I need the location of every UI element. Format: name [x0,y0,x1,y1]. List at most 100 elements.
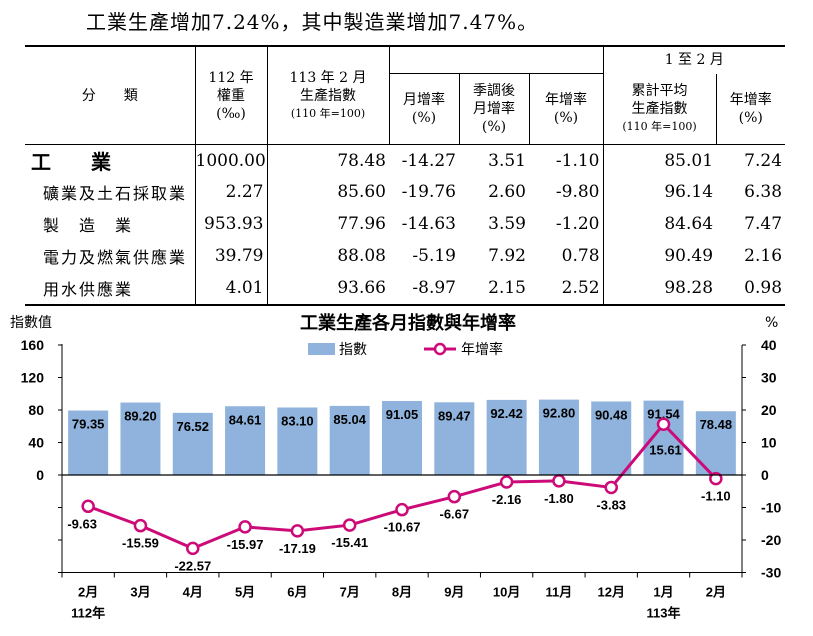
row-sa-mom: 3.51 [488,150,526,171]
right-tick-label: 40 [761,337,777,353]
header-cum-line1: 1 至 2 月 [664,52,724,69]
bar-value-label: 90.48 [595,407,628,422]
yoy-value-label: -15.59 [122,536,159,551]
yoy-point [552,474,566,488]
bar [382,401,422,475]
header-weight: 112 年 權重 (‰) [195,46,268,145]
bar [225,406,266,475]
row-cum-yoy: 6.38 [744,182,783,202]
bar-value-label: 79.35 [72,417,105,432]
x-category-label: 11月 [546,585,573,600]
x-category-label: 8月 [392,585,412,600]
bar [68,410,109,475]
yoy-value-label: -1.10 [701,489,731,504]
right-tick-label: -20 [761,532,781,548]
header-cum-yoy: 年增率 (%) [729,91,772,126]
bar [591,401,632,475]
yoy-value-label: 15.61 [649,442,682,457]
header-feb-index: 113 年 2 月 生產指數 (110 年=100) [267,46,390,145]
row-cum-yoy: 2.16 [744,246,783,266]
bar-value-label: 76.52 [176,419,209,434]
row-mom: -8.97 [412,278,456,298]
table-row: 製 造 業 953.93 77.96 -14.63 3.59 -1.20 84.… [25,208,785,240]
left-tick-label: 40 [28,435,44,451]
yoy-value-label: -2.16 [492,492,522,507]
x-category-label: 2月 [78,585,98,600]
x-category-label: 10月 [493,585,520,600]
x-category-label: 6月 [287,585,307,600]
row-mom: -14.27 [401,150,456,171]
row-cum-index: 96.14 [664,182,714,202]
yoy-point [499,475,514,489]
yoy-point [656,417,671,432]
bar-value-label: 92.42 [490,406,523,421]
row-index: 88.08 [337,246,386,266]
right-tick-label: -10 [761,500,781,516]
table-row: 電力及燃氣供應業 39.79 88.08 -5.19 7.92 0.78 90.… [25,240,785,272]
yoy-point [290,524,305,538]
bar [329,405,370,475]
yoy-value-label: -1.80 [544,491,574,506]
header-category: 分 類 [25,46,196,145]
row-weight: 1000.00 [195,144,268,176]
yoy-point [133,518,148,533]
row-yoy: -1.10 [529,144,604,176]
right-tick-label: 0 [761,467,769,483]
x-category-label: 4月 [183,585,203,600]
yoy-point [395,502,409,517]
row-category: 工 業 [25,144,196,176]
row-index: 93.66 [337,278,386,298]
index-yoy-chart: 工業生產各月指數與年增率 指數值 % 指數 年增率 79.35 89.20 76.5… [10,312,782,621]
bar-value-label: 92.80 [543,406,576,421]
row-cum-index: 85.01 [664,150,714,171]
bar-value-label: 91.54 [647,407,680,422]
row-sa-mom: 2.60 [488,182,526,202]
row-index: 78.48 [337,150,386,171]
chart-axes: 0 40 80 120 160 -30 -20 -10 0 10 20 30 40 2月 3月 4月 5月 6月 7… [21,337,782,621]
yoy-point [238,520,252,534]
x-category-label: 9月 [444,585,464,600]
bar-value-label: 78.48 [700,417,733,432]
yoy-point [81,499,95,514]
header-yoy: 年增率 (%) [529,73,604,145]
row-yoy: -9.80 [529,176,604,208]
yoy-value-label: -22.57 [174,558,211,573]
right-axis-unit: % [765,315,778,331]
chart-legend: 指數 年增率 [308,341,503,358]
row-sa-mom: 3.59 [488,214,526,234]
bar [277,407,318,475]
row-category: 礦業及土石採取業 [25,176,196,208]
bar-value-label: 84.61 [229,412,262,427]
yoy-value-label: -9.63 [67,516,97,531]
bar [434,402,475,475]
row-cum-yoy: 7.24 [744,150,783,171]
header-feb-group-spacer [389,46,604,74]
bar [538,399,579,475]
row-weight: 39.79 [195,240,268,272]
row-mom: -19.76 [401,182,456,202]
bar-series: 79.35 89.20 76.52 84.61 83.10 85.04 91.05 89.47… [68,399,736,475]
row-cum-index: 98.28 [664,278,714,298]
row-cum-yoy: 0.98 [744,278,783,298]
row-cum-index: 90.49 [664,246,714,266]
table-row: 礦業及土石採取業 2.27 85.60 -19.76 2.60 -9.80 96… [25,176,785,208]
row-cum-yoy: 7.47 [744,214,783,234]
row-yoy: 2.52 [529,272,604,305]
right-tick-label: 30 [761,370,777,386]
x-category-label: 7月 [340,585,360,600]
right-tick-label: 20 [761,402,777,418]
row-weight: 4.01 [195,272,268,305]
yoy-value-label: -3.83 [596,497,626,512]
row-category: 製 造 業 [25,208,196,240]
row-sa-mom: 7.92 [488,246,526,266]
yoy-point [342,518,357,532]
table-row: 工 業 1000.00 78.48 -14.27 3.51 -1.10 85.0… [25,144,785,176]
bar-value-label: 91.05 [386,407,419,422]
row-cum-index: 84.64 [664,214,714,234]
legend-line-marker [433,342,447,356]
chart-title: 工業生產各月指數與年增率 [300,312,516,334]
row-index: 77.96 [337,214,386,234]
left-tick-label: 120 [21,370,45,386]
yoy-value-label: -17.19 [279,541,316,556]
legend-bar-label: 指數 [339,342,367,358]
